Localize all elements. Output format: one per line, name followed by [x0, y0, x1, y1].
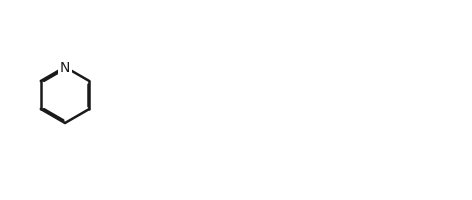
- Text: N: N: [60, 61, 70, 75]
